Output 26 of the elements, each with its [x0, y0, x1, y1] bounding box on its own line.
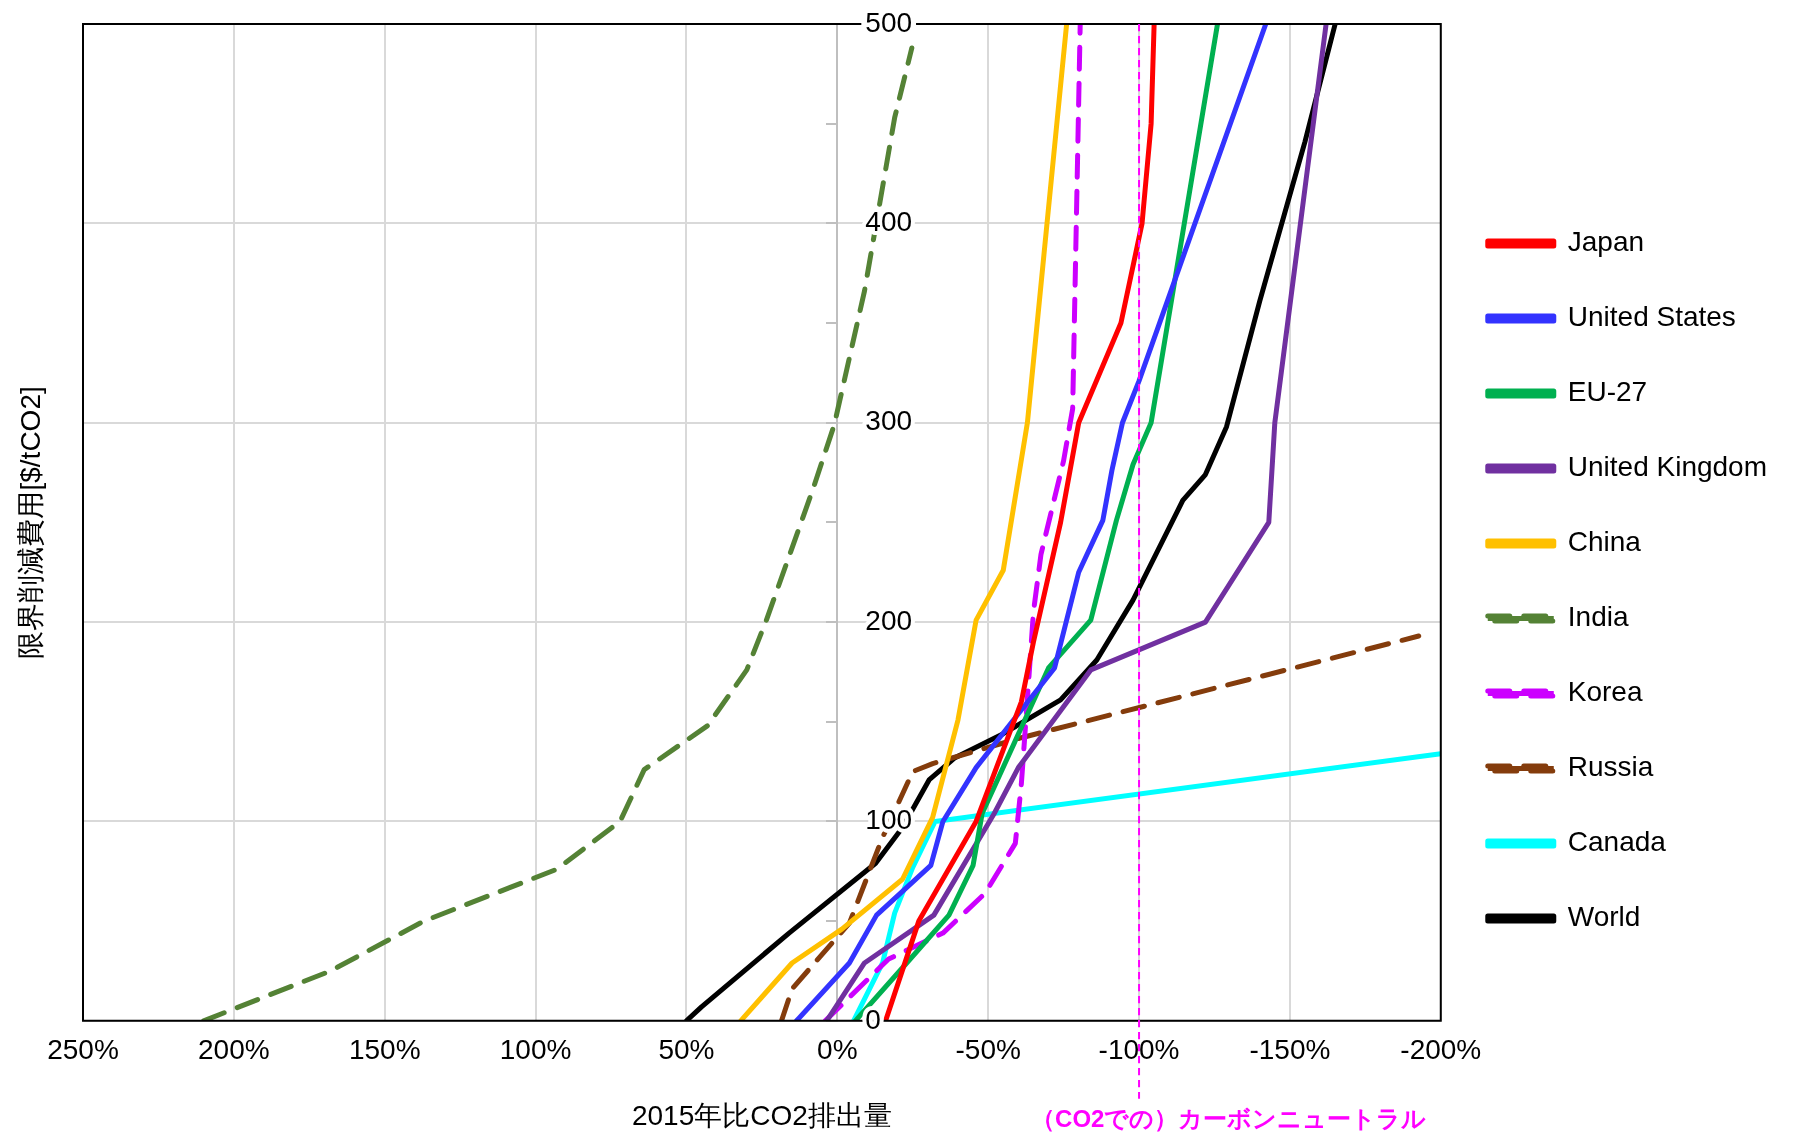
x-tick-label: 200%: [198, 1034, 270, 1066]
y-tick-label: 200: [865, 604, 913, 636]
x-tick-label: 100%: [499, 1034, 572, 1066]
x-tick-label: -200%: [1400, 1034, 1482, 1066]
legend-label: China: [1567, 526, 1642, 558]
x-axis-title: 2015年比CO2排出量: [631, 1099, 892, 1131]
legend-label: India: [1567, 601, 1629, 633]
ref-line-label: （CO2での）カーボンニュートラル: [1031, 1105, 1427, 1133]
legend-label: Japan: [1567, 226, 1645, 258]
legend-label: World: [1567, 901, 1641, 933]
x-tick-label: 50%: [658, 1034, 715, 1066]
legend-label: Korea: [1567, 676, 1643, 708]
x-tick-label: 150%: [348, 1034, 421, 1066]
x-tick-label: -150%: [1249, 1034, 1331, 1066]
y-tick-label: 300: [865, 405, 913, 437]
legend-label: EU-27: [1567, 376, 1648, 408]
legend-label: Canada: [1567, 826, 1667, 858]
x-tick-label: -50%: [955, 1034, 1021, 1066]
legend-label: Russia: [1567, 751, 1654, 783]
legend-label: United States: [1567, 301, 1736, 333]
x-tick-label: 250%: [47, 1034, 119, 1066]
y-tick-label: 500: [865, 6, 913, 38]
legend-label: United Kingdom: [1567, 451, 1768, 483]
x-tick-label: -100%: [1098, 1034, 1180, 1066]
x-tick-label: 0%: [817, 1034, 858, 1066]
y-axis-title: 限界削減費用[$/tCO2]: [14, 386, 46, 659]
